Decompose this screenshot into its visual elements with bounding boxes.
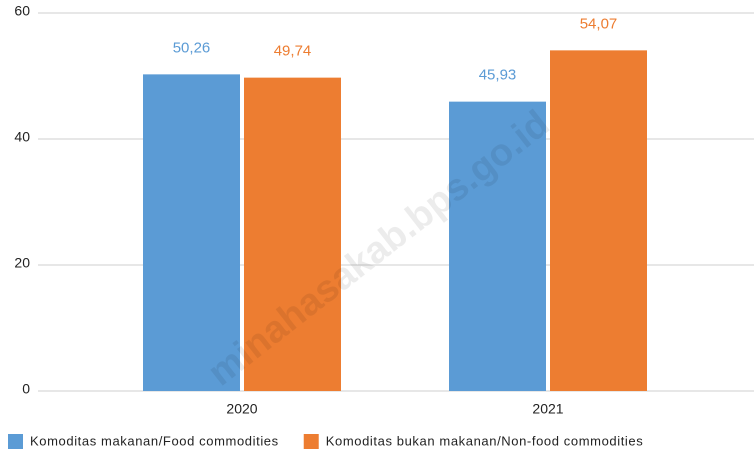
- value-label: 45,93: [479, 67, 517, 84]
- x-tick-label: 2021: [532, 401, 563, 417]
- y-tick-label: 40: [14, 129, 30, 145]
- y-tick-label: 0: [22, 381, 30, 397]
- value-label: 50,26: [173, 39, 211, 56]
- value-label: 54,07: [580, 15, 618, 32]
- bar: [449, 101, 546, 392]
- y-tick-label: 20: [14, 255, 30, 271]
- legend-label: Komoditas bukan makanan/Non-food commodi…: [326, 433, 644, 448]
- y-tick-label: 60: [14, 3, 30, 19]
- value-label: 49,74: [274, 43, 312, 60]
- bar: [244, 77, 341, 391]
- bar: [550, 50, 647, 391]
- legend-swatch: [8, 434, 23, 449]
- legend-swatch: [303, 434, 319, 449]
- bar: [143, 74, 240, 391]
- legend-label: Komoditas makanan/Food commodities: [30, 433, 279, 448]
- x-tick-label: 2020: [226, 401, 257, 417]
